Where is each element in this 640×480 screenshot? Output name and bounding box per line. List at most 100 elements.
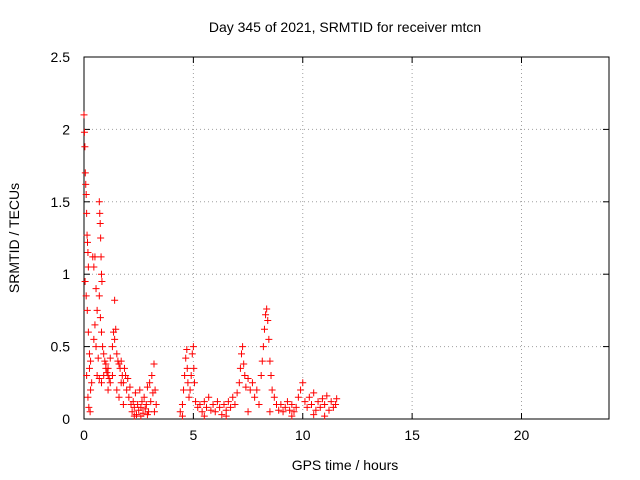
data-point	[83, 372, 91, 380]
data-point	[255, 401, 263, 409]
data-point	[140, 393, 148, 401]
data-point	[325, 406, 333, 414]
data-point	[93, 306, 101, 314]
x-tick-label: 0	[80, 427, 88, 443]
data-point	[186, 386, 194, 394]
data-point	[104, 364, 112, 372]
y-tick-label: 0	[62, 411, 70, 427]
data-point	[268, 386, 276, 394]
data-point	[290, 408, 298, 416]
data-point	[150, 360, 158, 368]
data-point	[258, 357, 266, 365]
data-point	[310, 389, 318, 397]
data-point	[301, 398, 309, 406]
data-point	[196, 401, 204, 409]
data-point	[82, 191, 90, 199]
data-point	[241, 372, 249, 380]
data-point	[85, 350, 93, 358]
data-point	[97, 253, 105, 261]
data-point	[148, 372, 156, 380]
data-point	[90, 263, 98, 271]
data-point	[100, 372, 108, 380]
data-point	[257, 372, 265, 380]
data-point	[146, 379, 154, 387]
data-point	[236, 364, 244, 372]
data-point	[192, 398, 200, 406]
data-point	[82, 180, 90, 188]
data-point	[246, 386, 254, 394]
data-point	[106, 379, 114, 387]
data-point	[88, 379, 96, 387]
data-point	[292, 403, 300, 411]
data-point	[147, 398, 155, 406]
data-point	[207, 406, 215, 414]
data-point	[115, 393, 123, 401]
data-point	[190, 364, 198, 372]
plot-frame	[83, 56, 610, 420]
data-point	[327, 398, 335, 406]
data-point	[189, 343, 197, 351]
data-point	[137, 403, 145, 411]
data-point	[125, 393, 133, 401]
data-point	[267, 372, 275, 380]
data-point	[98, 379, 105, 387]
data-point	[143, 383, 151, 391]
data-point	[244, 408, 252, 416]
data-point	[233, 389, 241, 397]
data-point	[264, 317, 272, 325]
data-point	[283, 398, 291, 406]
y-tick-label: 2	[62, 121, 70, 137]
data-point	[119, 401, 127, 409]
data-point	[321, 412, 329, 420]
data-point	[82, 292, 90, 300]
data-point	[266, 408, 274, 416]
data-point	[288, 401, 296, 409]
data-point	[211, 408, 219, 416]
data-point	[275, 406, 283, 414]
data-point	[265, 335, 273, 343]
data-point	[239, 343, 247, 351]
data-point	[333, 395, 341, 403]
data-point	[83, 306, 91, 314]
data-point	[92, 343, 100, 351]
data-point	[242, 383, 250, 391]
y-tick-label: 2.5	[51, 49, 71, 65]
data-point	[222, 412, 230, 420]
data-point	[253, 386, 261, 394]
data-point	[259, 343, 267, 351]
data-point	[84, 248, 92, 256]
x-tick-label: 5	[189, 427, 197, 443]
data-point	[81, 169, 89, 177]
data-point	[321, 401, 329, 409]
data-point	[98, 277, 106, 285]
data-point	[316, 403, 324, 411]
data-point	[111, 335, 119, 343]
data-point	[84, 393, 92, 401]
data-point	[96, 209, 104, 217]
data-point	[178, 412, 186, 420]
grid-layer	[84, 57, 609, 419]
data-point	[288, 412, 296, 420]
data-point	[224, 398, 232, 406]
data-point	[95, 374, 103, 382]
data-point	[305, 393, 313, 401]
data-point	[108, 343, 116, 351]
chart-title: Day 345 of 2021, SRMTID for receiver mtc…	[209, 19, 481, 35]
data-point	[96, 314, 104, 322]
data-point	[134, 401, 142, 409]
data-point	[200, 398, 208, 406]
data-point	[152, 401, 160, 409]
data-point	[91, 253, 99, 261]
data-point	[150, 408, 158, 416]
data-point	[124, 374, 132, 382]
data-point	[123, 386, 131, 394]
data-point	[94, 354, 102, 362]
data-point	[183, 345, 191, 353]
data-point	[188, 350, 196, 358]
data-point	[244, 374, 252, 382]
data-point	[80, 128, 88, 136]
data-point	[308, 401, 315, 409]
data-point	[205, 393, 213, 401]
data-point	[266, 357, 274, 365]
